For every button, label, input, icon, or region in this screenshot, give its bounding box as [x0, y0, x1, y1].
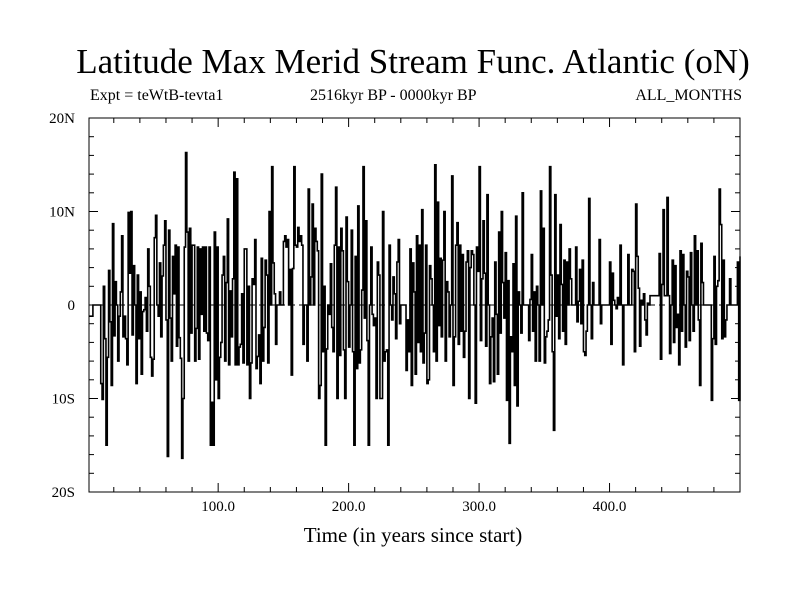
y-tick-label: 20S — [52, 485, 75, 501]
series-line-1 — [89, 151, 741, 460]
x-tick-label: 300.0 — [462, 499, 496, 515]
months-label: ALL_MONTHS — [635, 87, 742, 104]
y-tick-label: 10S — [52, 392, 75, 408]
x-tick-label: 400.0 — [593, 499, 627, 515]
experiment-label: Expt = teWtB-tevta1 — [90, 87, 224, 104]
chart-title: Latitude Max Merid Stream Func. Atlantic… — [76, 42, 750, 81]
x-tick-label: 200.0 — [332, 499, 366, 515]
y-tick-label: 0 — [68, 298, 76, 314]
x-tick-label: 100.0 — [201, 499, 235, 515]
y-tick-label: 20N — [49, 111, 75, 127]
x-axis-label: Time (in years since start) — [304, 523, 523, 547]
time-range-label: 2516kyr BP - 0000kyr BP — [310, 87, 477, 104]
y-tick-label: 10N — [49, 205, 75, 221]
